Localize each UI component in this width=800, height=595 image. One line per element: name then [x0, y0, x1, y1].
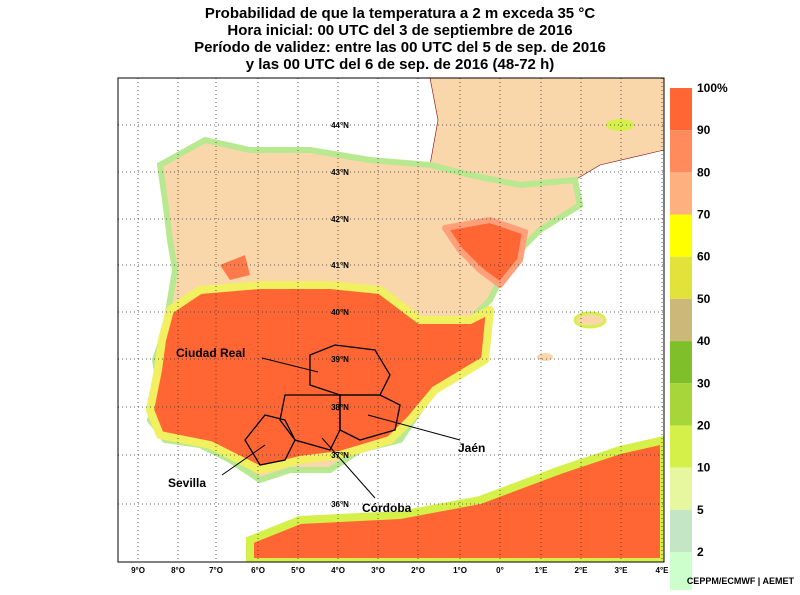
leader-line: [367, 414, 461, 441]
island: [537, 353, 553, 361]
place-label: Ciudad Real: [176, 346, 245, 360]
legend-swatch: [670, 467, 692, 510]
title-line: Hora inicial: 00 UTC del 3 de septiembre…: [227, 22, 572, 39]
credit: CEPPM/ECMWF | AEMET: [687, 576, 795, 586]
longitude-label: 4°O: [331, 566, 345, 575]
legend-swatch: [670, 298, 692, 342]
longitude-label: 3°O: [371, 566, 385, 575]
legend-swatch: [670, 383, 692, 426]
island: [606, 119, 634, 131]
latitude-label: 43°N: [331, 168, 349, 177]
leader-line: [261, 357, 319, 373]
legend-swatch: [670, 509, 692, 552]
legend-label: 5: [697, 503, 704, 517]
latitude-label: 39°N: [331, 355, 349, 364]
longitude-label: 4°E: [656, 566, 670, 575]
title-line: Período de validez: entre las 00 UTC del…: [194, 39, 606, 56]
graticule: 44°N 43°N 42°N 41°N 40°N 39°N 38°N 37°N 36°N: [118, 78, 664, 562]
title-line: y las 00 UTC del 6 de sep. de 2016 (48-7…: [246, 56, 554, 73]
legend-swatch: [670, 88, 692, 131]
longitude-label: 0°: [496, 566, 504, 575]
longitude-label: 2°E: [575, 566, 589, 575]
legend-swatch: [670, 425, 692, 468]
legend-label: 100%: [697, 81, 728, 95]
place-label: Jaén: [458, 441, 485, 455]
latitude-label: 37°N: [331, 451, 349, 460]
legend: 100% 90 80 70 60 50 40 30 20 10 5 2: [670, 81, 728, 595]
legend-label: 40: [697, 334, 711, 348]
latitude-label: 38°N: [331, 403, 349, 412]
leader-line: [321, 437, 376, 499]
legend-swatch: [670, 256, 692, 299]
legend-label: 30: [697, 376, 711, 390]
legend-label: 50: [697, 292, 711, 306]
high-probability-area: [146, 281, 494, 474]
longitude-label: 2°O: [411, 566, 425, 575]
latitude-label: 42°N: [331, 215, 349, 224]
longitude-label: 7°O: [209, 566, 223, 575]
title-line: Probabilidad de que la temperatura a 2 m…: [205, 5, 595, 22]
longitude-label: 1°E: [535, 566, 549, 575]
legend-swatch: [670, 552, 692, 595]
longitude-label: 6°O: [251, 566, 265, 575]
longitude-label: 9°O: [131, 566, 145, 575]
longitude-label: 8°O: [171, 566, 185, 575]
longitude-label: 1°O: [453, 566, 467, 575]
latitude-label: 41°N: [331, 261, 349, 270]
province-outline: [244, 414, 296, 466]
longitude-label: 5°O: [291, 566, 305, 575]
longitude-label: 3°E: [615, 566, 629, 575]
place-labels: Ciudad Real Jaén Sevilla Córdoba: [168, 346, 485, 515]
province-outline: [309, 344, 391, 396]
latitude-label: 40°N: [331, 308, 349, 317]
africa: [246, 435, 664, 562]
legend-swatch: [670, 130, 692, 173]
map: 44°N 43°N 42°N 41°N 40°N 39°N 38°N 37°N 36°N: [118, 78, 664, 562]
latitude-label: 36°N: [331, 500, 349, 509]
high-probability-area: [442, 217, 528, 288]
map-frame: [117, 77, 665, 563]
legend-label: 2: [697, 545, 704, 559]
legend-label: 70: [697, 208, 711, 222]
place-label: Córdoba: [362, 501, 412, 515]
legend-label: 80: [697, 165, 711, 179]
latitude-label: 44°N: [331, 121, 349, 130]
place-label: Sevilla: [168, 476, 206, 490]
high-probability-area: [220, 255, 250, 280]
province-outline: [279, 394, 341, 451]
legend-swatch: [670, 172, 692, 215]
legend-label: 20: [697, 418, 711, 432]
legend-label: 60: [697, 250, 711, 264]
legend-label: 10: [697, 461, 711, 475]
island: [573, 311, 607, 329]
legend-swatch: [670, 341, 692, 384]
legend-label: 90: [697, 123, 711, 137]
title: Probabilidad de que la temperatura a 2 m…: [194, 5, 606, 73]
legend-swatch: [670, 214, 692, 257]
leader-line: [221, 444, 266, 476]
